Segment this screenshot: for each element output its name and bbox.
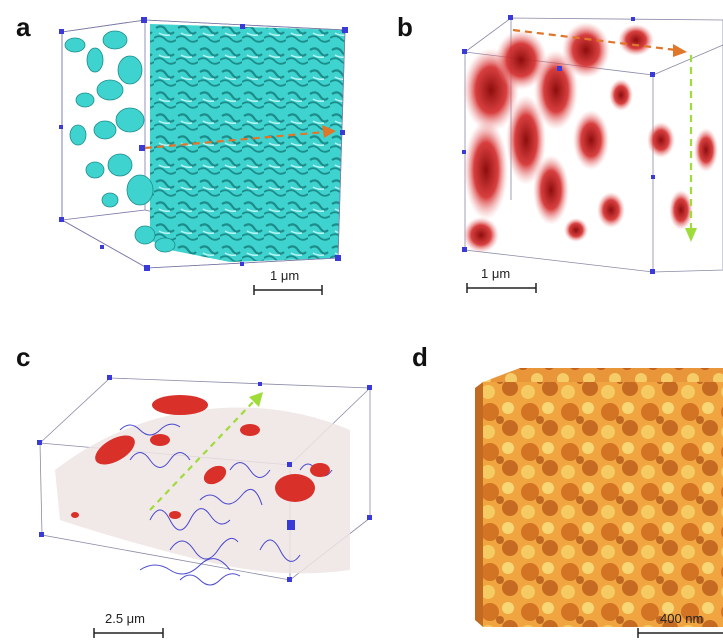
panel-label-b: b [397,12,413,42]
scale-bar-label-a: 1 μm [270,268,300,283]
panel-b: b [361,0,723,320]
volume-render-b [462,15,723,293]
volume-render-c [37,375,372,638]
panel-label-a: a [16,12,31,42]
volume-render-d [475,368,723,638]
panel-label-d: d [412,342,428,372]
panel-label-c: c [16,342,31,372]
scale-bar-label-c: 2.5 μm [105,611,146,626]
scale-bar-label-b: 1 μm [481,266,511,281]
volume-render-a [59,17,348,295]
scale-bar-label-d: 400 nm [660,611,704,626]
panel-d: d 400 nm [400,320,723,643]
panel-a: a [0,0,361,320]
panel-c: c [0,320,400,643]
